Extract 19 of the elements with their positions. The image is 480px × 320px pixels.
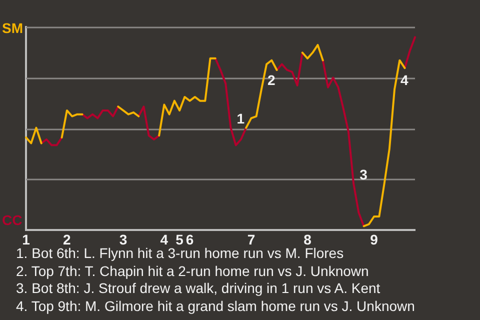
x-tick-label: 2 xyxy=(63,231,72,248)
x-tick-label: 3 xyxy=(119,231,128,248)
text: CC xyxy=(2,212,22,228)
x-tick-label: 4 xyxy=(160,231,168,248)
annotation: 3 xyxy=(360,166,368,183)
text: 3. Bot 8th: J. Strouf drew a walk, driving in 1 run vs A. Kent xyxy=(16,280,382,298)
x-tick-label: 9 xyxy=(370,231,378,248)
text: 1. Bot 6th: L. Flynn hit a 3-run home run vs M. Flores xyxy=(16,245,344,261)
text: SM xyxy=(2,20,23,36)
text: 2. Top 7th: T. Chapin hit a 2-run home run vs J. Unknown xyxy=(16,262,370,280)
x-tick-label: 5 xyxy=(176,231,184,248)
x-tick-label: 7 xyxy=(247,231,256,248)
x-tick-label: 8 xyxy=(304,231,312,248)
annotation: 4 xyxy=(400,72,409,88)
annotation: 1 xyxy=(236,110,245,127)
x-tick-label: 1 xyxy=(22,231,30,248)
x-tick-label: 6 xyxy=(186,231,194,248)
annotation: 2 xyxy=(267,72,276,88)
text: 4. Top 9th: M. Gilmore hit a grand slam home run vs J. Unknown xyxy=(16,298,415,315)
